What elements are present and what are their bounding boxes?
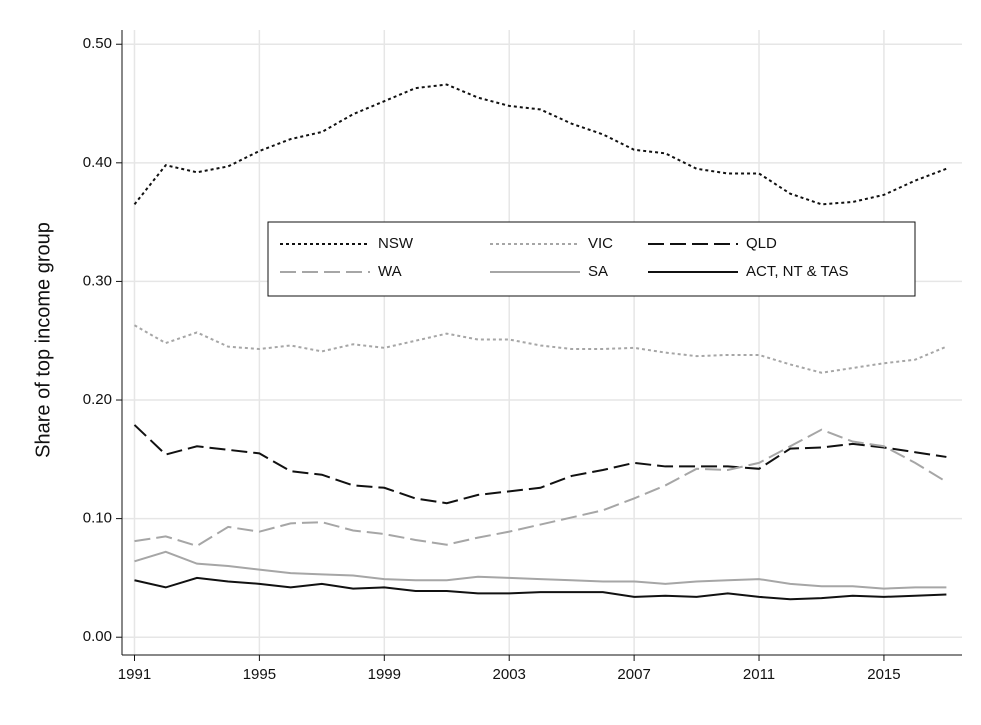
legend-label: QLD	[746, 235, 777, 252]
legend-label: VIC	[588, 235, 613, 252]
legend-label: WA	[378, 263, 402, 280]
y-tick-label: 0.10	[83, 510, 112, 527]
series-line	[134, 428, 947, 547]
y-axis-label: Share of top income group	[32, 222, 54, 458]
y-tick-label: 0.20	[83, 391, 112, 408]
x-tick-label: 2007	[617, 666, 650, 683]
y-tick-label: 0.50	[83, 35, 112, 52]
x-tick-label: 2015	[867, 666, 900, 683]
x-tick-label: 2011	[743, 666, 775, 683]
series-line	[134, 576, 947, 601]
legend-label: SA	[588, 263, 608, 280]
series-line	[133, 83, 947, 206]
series-line	[133, 424, 947, 505]
x-tick-label: 2003	[493, 666, 526, 683]
y-tick-label: 0.30	[83, 272, 112, 289]
series-line	[134, 550, 947, 590]
legend-label: NSW	[378, 235, 414, 252]
y-tick-label: 0.40	[83, 154, 112, 171]
y-tick-label: 0.00	[83, 628, 112, 645]
legend-box	[267, 221, 916, 297]
series-line	[133, 324, 947, 374]
x-tick-label: 1999	[368, 666, 401, 683]
x-tick-label: 1991	[118, 666, 151, 683]
legend-label: ACT, NT & TAS	[746, 263, 849, 280]
x-tick-label: 1995	[243, 666, 276, 683]
